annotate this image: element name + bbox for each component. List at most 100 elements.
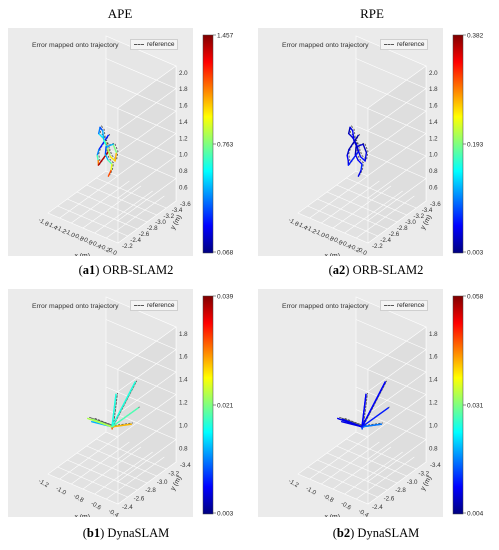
y-tick-label: -3.6 bbox=[180, 201, 191, 208]
trajectory-segment bbox=[361, 407, 389, 428]
y-tick-label: -3.4 bbox=[430, 462, 441, 469]
z-tick-label: 1.2 bbox=[429, 135, 438, 142]
colorbar-gradient bbox=[202, 295, 214, 515]
y-tick-label: -3.2 bbox=[168, 470, 179, 477]
plot-title-b1: Error mapped onto trajectory bbox=[32, 303, 119, 310]
x-tick-label: -1.0 bbox=[305, 485, 318, 497]
gridline bbox=[105, 386, 177, 418]
trajectory-segment bbox=[98, 134, 109, 151]
gridline bbox=[367, 110, 427, 154]
caption-method-a2: ORB-SLAM2 bbox=[352, 263, 424, 277]
gridline bbox=[355, 80, 427, 112]
gridline bbox=[96, 438, 167, 470]
z-tick-label: 1.8 bbox=[429, 331, 438, 338]
gridline bbox=[367, 88, 427, 131]
trajectory-segment bbox=[346, 154, 349, 162]
z-tick-label: 0.8 bbox=[429, 446, 438, 453]
x-tick-label: -0.4 bbox=[357, 508, 370, 517]
x-tick-label: -1.0 bbox=[63, 228, 76, 240]
caption-label-a1: a1 bbox=[82, 263, 96, 277]
plot-b2: -1.2 -1.0 -0.8 -0.6 -0.4-2.4-2.6-2.8-3.0-3.2… bbox=[287, 296, 441, 517]
y-tick-label: -2.6 bbox=[134, 496, 145, 503]
gridline bbox=[367, 371, 427, 415]
legend-label: reference bbox=[397, 41, 425, 48]
trajectory-segment bbox=[96, 154, 99, 162]
gridline bbox=[117, 349, 177, 392]
x-tick-label: -1.6 bbox=[287, 217, 300, 229]
trajectory-segment bbox=[347, 150, 360, 166]
caption-b2: (b2) DynaSLAM bbox=[332, 526, 420, 540]
plot-title-a2: Error mapped onto trajectory bbox=[282, 42, 369, 49]
caption-b1: (b1) DynaSLAM bbox=[82, 526, 170, 540]
plot-a2: -1.6-1.4-1.2-1.0-0.8-0.6-0.4-0.20.0-2.2-… bbox=[287, 35, 441, 256]
gridline bbox=[105, 319, 177, 350]
gridline bbox=[355, 148, 427, 179]
z-tick-label: 1.2 bbox=[179, 400, 188, 407]
legend-b1: reference bbox=[130, 300, 179, 311]
gridline bbox=[117, 371, 177, 415]
panel-b2: -1.2 -1.0 -0.8 -0.6 -0.4 -2.4 -2.6 -2.8 -3.0 -3.2… bbox=[258, 289, 493, 521]
z-tick-label: 1.0 bbox=[179, 152, 188, 159]
gridline bbox=[346, 177, 417, 209]
x-axis-label: x (m) bbox=[75, 253, 90, 257]
y-tick-label: -3.2 bbox=[418, 470, 429, 477]
trajectory-segment bbox=[105, 143, 114, 148]
z-tick-label: 1.6 bbox=[179, 103, 188, 110]
legend-line bbox=[384, 43, 394, 45]
legend-line bbox=[134, 43, 144, 45]
caption-a1: (a1) ORB-SLAM2 bbox=[78, 263, 174, 277]
z-tick-label: 0.6 bbox=[179, 185, 188, 192]
y-tick-label: -2.6 bbox=[389, 231, 400, 238]
colorbar-tick-label: 0.004 bbox=[467, 511, 484, 517]
legend-line bbox=[134, 304, 144, 306]
colorbar-tick-label: 0.003 bbox=[467, 250, 484, 256]
gridline bbox=[105, 125, 177, 157]
trajectory-segment bbox=[114, 151, 118, 162]
x-tick-label: -1.0 bbox=[313, 228, 326, 240]
colorbar-tick-label: 0.068 bbox=[217, 250, 234, 256]
trajectory-segment bbox=[106, 147, 112, 158]
rpe-column-header: RPE bbox=[360, 6, 384, 21]
caption-method-b1: DynaSLAM bbox=[107, 526, 170, 540]
trajectory-segment bbox=[360, 163, 363, 172]
gridline bbox=[355, 341, 427, 373]
z-tick-label: 1.4 bbox=[429, 377, 438, 384]
gridline bbox=[367, 349, 427, 392]
gridline bbox=[96, 177, 167, 209]
gridline bbox=[105, 341, 177, 373]
colorbar-gradient bbox=[202, 34, 214, 254]
y-tick-label: -3.4 bbox=[422, 207, 433, 214]
z-tick-label: 1.0 bbox=[179, 423, 188, 430]
trajectory-segment bbox=[364, 151, 368, 162]
x-tick-label: -1.4 bbox=[296, 220, 309, 232]
x-tick-label: -1.2 bbox=[55, 224, 68, 236]
trajectory-segment bbox=[349, 126, 354, 132]
trajectory-segment bbox=[97, 126, 101, 135]
trajectory-segment bbox=[111, 407, 139, 428]
colorbar-a1: 1.457 0.763 0.068 bbox=[202, 33, 234, 256]
gridline bbox=[355, 319, 427, 350]
trajectory-segment bbox=[96, 148, 100, 157]
gridline bbox=[105, 80, 177, 112]
gridline bbox=[367, 155, 427, 199]
trajectory-segment bbox=[357, 169, 362, 177]
z-tick-label: 1.0 bbox=[429, 423, 438, 430]
legend-label: reference bbox=[147, 302, 175, 309]
trajectory-segment bbox=[348, 134, 359, 151]
z-tick-label: 0.6 bbox=[429, 185, 438, 192]
colorbar-b2: 0.058 0.031 0.004 bbox=[452, 294, 484, 517]
grid-lines bbox=[57, 58, 177, 239]
gridline bbox=[367, 394, 427, 437]
x-axis-label: x (m) bbox=[75, 514, 90, 518]
y-tick-label: -3.0 bbox=[155, 219, 166, 226]
trajectory-segment bbox=[112, 143, 118, 154]
trajectory-segment bbox=[111, 423, 133, 428]
x-tick-label: -0.6 bbox=[90, 500, 103, 512]
x-tick-label: -1.2 bbox=[287, 478, 300, 490]
colorbar-tick-label: 0.003 bbox=[217, 511, 234, 517]
plot-b1: -1.2 -1.0 -0.8 -0.6 -0.4-2.4-2.6-2.8-3.0-3.2… bbox=[37, 296, 191, 518]
y-tick-label: -2.8 bbox=[395, 487, 406, 494]
x-tick-label: -0.8 bbox=[322, 493, 335, 505]
trajectory-segment bbox=[357, 159, 363, 165]
trajectory-segment bbox=[337, 417, 363, 428]
